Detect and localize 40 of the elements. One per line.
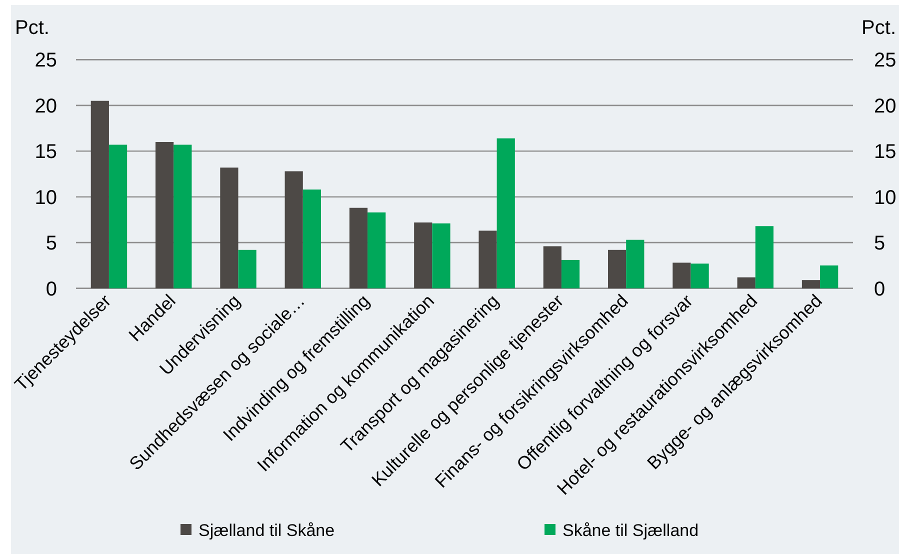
bar: [90, 100, 109, 288]
bar: [672, 262, 691, 288]
bar: [543, 246, 562, 288]
y2-tick-label: 10: [874, 186, 896, 209]
y-tick-label: 0: [46, 278, 57, 300]
bar: [302, 190, 321, 288]
bar: [368, 212, 386, 288]
bar: [608, 250, 626, 288]
bar: [108, 144, 128, 288]
legend-label: Sjælland til Skåne: [198, 521, 335, 540]
y-tick-label: 25: [34, 50, 57, 72]
bar: [238, 250, 256, 288]
y-tick-label: 20: [34, 95, 57, 118]
bar: [690, 264, 709, 288]
y-tick-label: 15: [34, 141, 57, 164]
y2-tick-label: 5: [874, 232, 886, 255]
y-tick-label: 5: [46, 232, 57, 255]
bar: [414, 222, 432, 288]
y2-tick-label: 20: [874, 95, 896, 118]
bar: [755, 226, 774, 288]
y2-tick-label: 25: [874, 50, 896, 72]
bar: [496, 138, 515, 288]
bar: [626, 240, 644, 288]
bar: [432, 223, 450, 288]
bar: [561, 260, 580, 288]
bar: [737, 277, 756, 288]
bar: [220, 168, 238, 288]
legend-label: Skåne til Sjælland: [562, 521, 699, 540]
bar: [802, 280, 820, 288]
bar: [156, 142, 174, 288]
bar: [284, 171, 303, 288]
y2-axis-title: Pct.: [862, 17, 896, 39]
y-axis-title: Pct.: [15, 17, 50, 39]
y2-tick-label: 0: [874, 278, 886, 300]
bar: [820, 265, 838, 288]
y-tick-label: 10: [34, 186, 57, 209]
bar: [349, 208, 368, 288]
bar: [478, 230, 497, 288]
bar: [174, 144, 192, 288]
y2-tick-label: 15: [874, 141, 896, 164]
